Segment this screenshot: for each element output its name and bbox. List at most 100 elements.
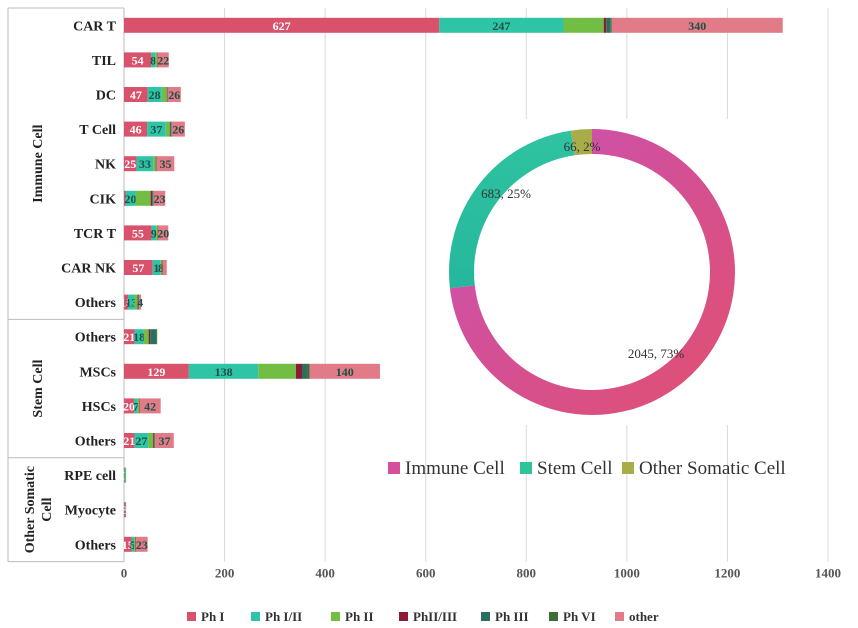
legend-label: Immune Cell [405, 458, 505, 479]
bar-segment-ph-i-ii [125, 502, 127, 518]
bar-segment-ph-ii [160, 260, 162, 275]
group-label-stem-cell: Stem Cell [31, 360, 46, 418]
legend-swatch [549, 612, 558, 621]
category-label: Others [75, 435, 117, 450]
bar-segment-ph-ii [148, 433, 154, 448]
data-label: 15 [122, 538, 134, 552]
data-label: 140 [336, 365, 354, 379]
bar-segment-ph-ii [161, 87, 167, 102]
data-label: 23 [153, 192, 165, 206]
donut-legend-item-immune-cell: Immune Cell [388, 458, 505, 479]
bar-segment-ph-i-ii [125, 190, 136, 206]
data-label: 47 [130, 88, 142, 102]
bar-segment-other [139, 294, 142, 310]
x-tick-label: 1200 [714, 566, 740, 581]
bar-segment-ph-i-ii [439, 17, 564, 33]
bar-segment-ph-iii [162, 260, 163, 275]
donut-slice-other-somatic-cell [570, 129, 592, 156]
data-label: 57 [132, 261, 144, 275]
legend-swatch [520, 462, 532, 474]
bar-segment-ph-iii [156, 156, 157, 172]
bar-segment-phii-iii [153, 433, 155, 448]
bar-segment-ph-i [124, 87, 148, 102]
x-tick-label: 0 [121, 566, 128, 581]
bar-segment-phii-iii [139, 398, 140, 414]
bar-segment-phii-iii [169, 121, 171, 137]
bar-segment-other [139, 398, 161, 414]
bar-segment-ph-i [124, 52, 152, 68]
bar-segment-ph-ii [137, 398, 140, 414]
bar-segment-ph-vi [154, 433, 156, 448]
group-label-layer: Immune Cell Stem Cell Other Somatic Cell [7, 7, 124, 563]
category-label: Others [75, 296, 117, 311]
category-label: NK [95, 158, 116, 173]
bar-segment-ph-i-ii [131, 536, 135, 552]
bar-segment-other [136, 536, 148, 552]
bar-segment-ph-i-ii [124, 467, 126, 483]
bar-segment-ph-i-ii [128, 294, 135, 310]
bar-segment-ph-vi [138, 294, 140, 310]
data-label: 37 [150, 123, 162, 137]
category-label: DC [96, 89, 116, 104]
donut-label-other-somatic-cell: 66, 2% [564, 139, 601, 154]
bar-segment-ph-vi [153, 190, 154, 206]
data-label: 9 [151, 226, 157, 240]
bar-segment-other [155, 433, 174, 448]
bar-segment-ph-i [124, 17, 440, 33]
data-label: 46 [130, 123, 142, 137]
data-label: 8 [158, 261, 164, 275]
x-tick-label: 1400 [815, 566, 841, 581]
data-label: 627 [273, 19, 291, 33]
bar-segment-ph-i [124, 398, 135, 414]
category-label: CIK [90, 192, 117, 207]
bar-segment-other [162, 260, 167, 275]
data-label: 1 [153, 261, 159, 275]
bar-segment-phii-iii [161, 260, 163, 275]
bar-segment-ph-i [124, 190, 126, 206]
bar-segment-ph-ii [165, 121, 170, 137]
legend-label: Ph II [345, 609, 374, 624]
bar-segment-phii-iii [157, 52, 158, 68]
category-label: TCR T [74, 227, 117, 242]
legend-swatch [481, 612, 490, 621]
legend-swatch [331, 612, 340, 621]
data-label: 54 [132, 53, 144, 67]
category-label: CAR T [73, 19, 117, 34]
bar-segment-phii-iii [166, 87, 168, 102]
bar-segment-ph-vi [307, 363, 310, 379]
bar-segment-ph-iii [170, 121, 172, 137]
bar-segment-ph-iii [154, 433, 155, 448]
category-label: RPE cell [64, 469, 116, 484]
bar-segment-ph-i [124, 502, 126, 518]
bar-segment-ph-vi [610, 17, 612, 33]
category-label: Others [75, 331, 117, 346]
data-label: 20 [157, 226, 169, 240]
bar-segment-phii-iii [137, 294, 139, 310]
bar-segment-ph-i-ii [151, 52, 156, 68]
category-label: Others [75, 538, 117, 553]
data-label: 20 [123, 399, 135, 413]
data-label: 23 [136, 538, 148, 552]
bar-segment-ph-i-ii [188, 363, 259, 379]
data-label: 42 [144, 399, 156, 413]
bar-segment-ph-i-ii [147, 87, 162, 102]
legend-label: Other Somatic Cell [639, 458, 786, 479]
bar-segment-ph-i [124, 536, 132, 552]
data-label: 26 [172, 123, 184, 137]
category-label: MSCs [79, 365, 116, 380]
bar-segment-other [158, 225, 169, 241]
bar-segment-ph-i-ii [147, 121, 166, 137]
x-tick-label: 1000 [614, 566, 640, 581]
legend-item-other: other [615, 609, 659, 624]
bar-segment-other [611, 17, 783, 33]
bar-segment-other [156, 156, 175, 172]
data-label: 129 [147, 365, 165, 379]
legend-item-phii-iii: PhII/III [399, 609, 457, 624]
bar-segment-ph-iii [606, 17, 611, 33]
bar-segment-ph-i [124, 225, 152, 241]
bar-segment-ph-i-ii [134, 398, 138, 414]
data-label: 22 [157, 53, 169, 67]
data-label: 21 [123, 434, 135, 448]
